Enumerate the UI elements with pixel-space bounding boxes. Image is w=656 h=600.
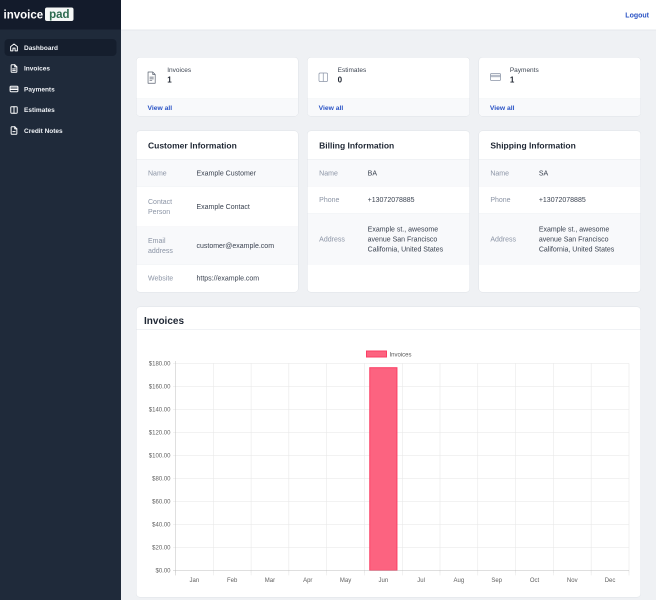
svg-text:Aug: Aug [454, 578, 465, 584]
svg-text:$80.00: $80.00 [152, 476, 171, 482]
svg-text:Nov: Nov [567, 578, 578, 584]
svg-text:Feb: Feb [227, 578, 238, 584]
svg-text:$160.00: $160.00 [149, 384, 171, 390]
svg-text:$140.00: $140.00 [149, 407, 171, 413]
svg-text:May: May [340, 578, 351, 584]
svg-text:Jul: Jul [417, 578, 425, 584]
svg-text:$100.00: $100.00 [149, 453, 171, 459]
svg-text:$0.00: $0.00 [155, 568, 171, 574]
svg-text:$180.00: $180.00 [149, 361, 171, 367]
svg-text:Apr: Apr [303, 578, 312, 584]
svg-text:$20.00: $20.00 [152, 545, 171, 551]
svg-text:Sep: Sep [491, 578, 502, 584]
svg-text:Dec: Dec [605, 578, 616, 584]
svg-text:Jan: Jan [190, 578, 200, 584]
svg-text:Invoices: Invoices [390, 353, 412, 359]
svg-text:$60.00: $60.00 [152, 499, 171, 505]
svg-text:$40.00: $40.00 [152, 522, 171, 528]
svg-text:$120.00: $120.00 [149, 430, 171, 436]
svg-text:Jun: Jun [379, 578, 389, 584]
svg-text:Mar: Mar [265, 578, 275, 584]
svg-text:Oct: Oct [530, 578, 540, 584]
